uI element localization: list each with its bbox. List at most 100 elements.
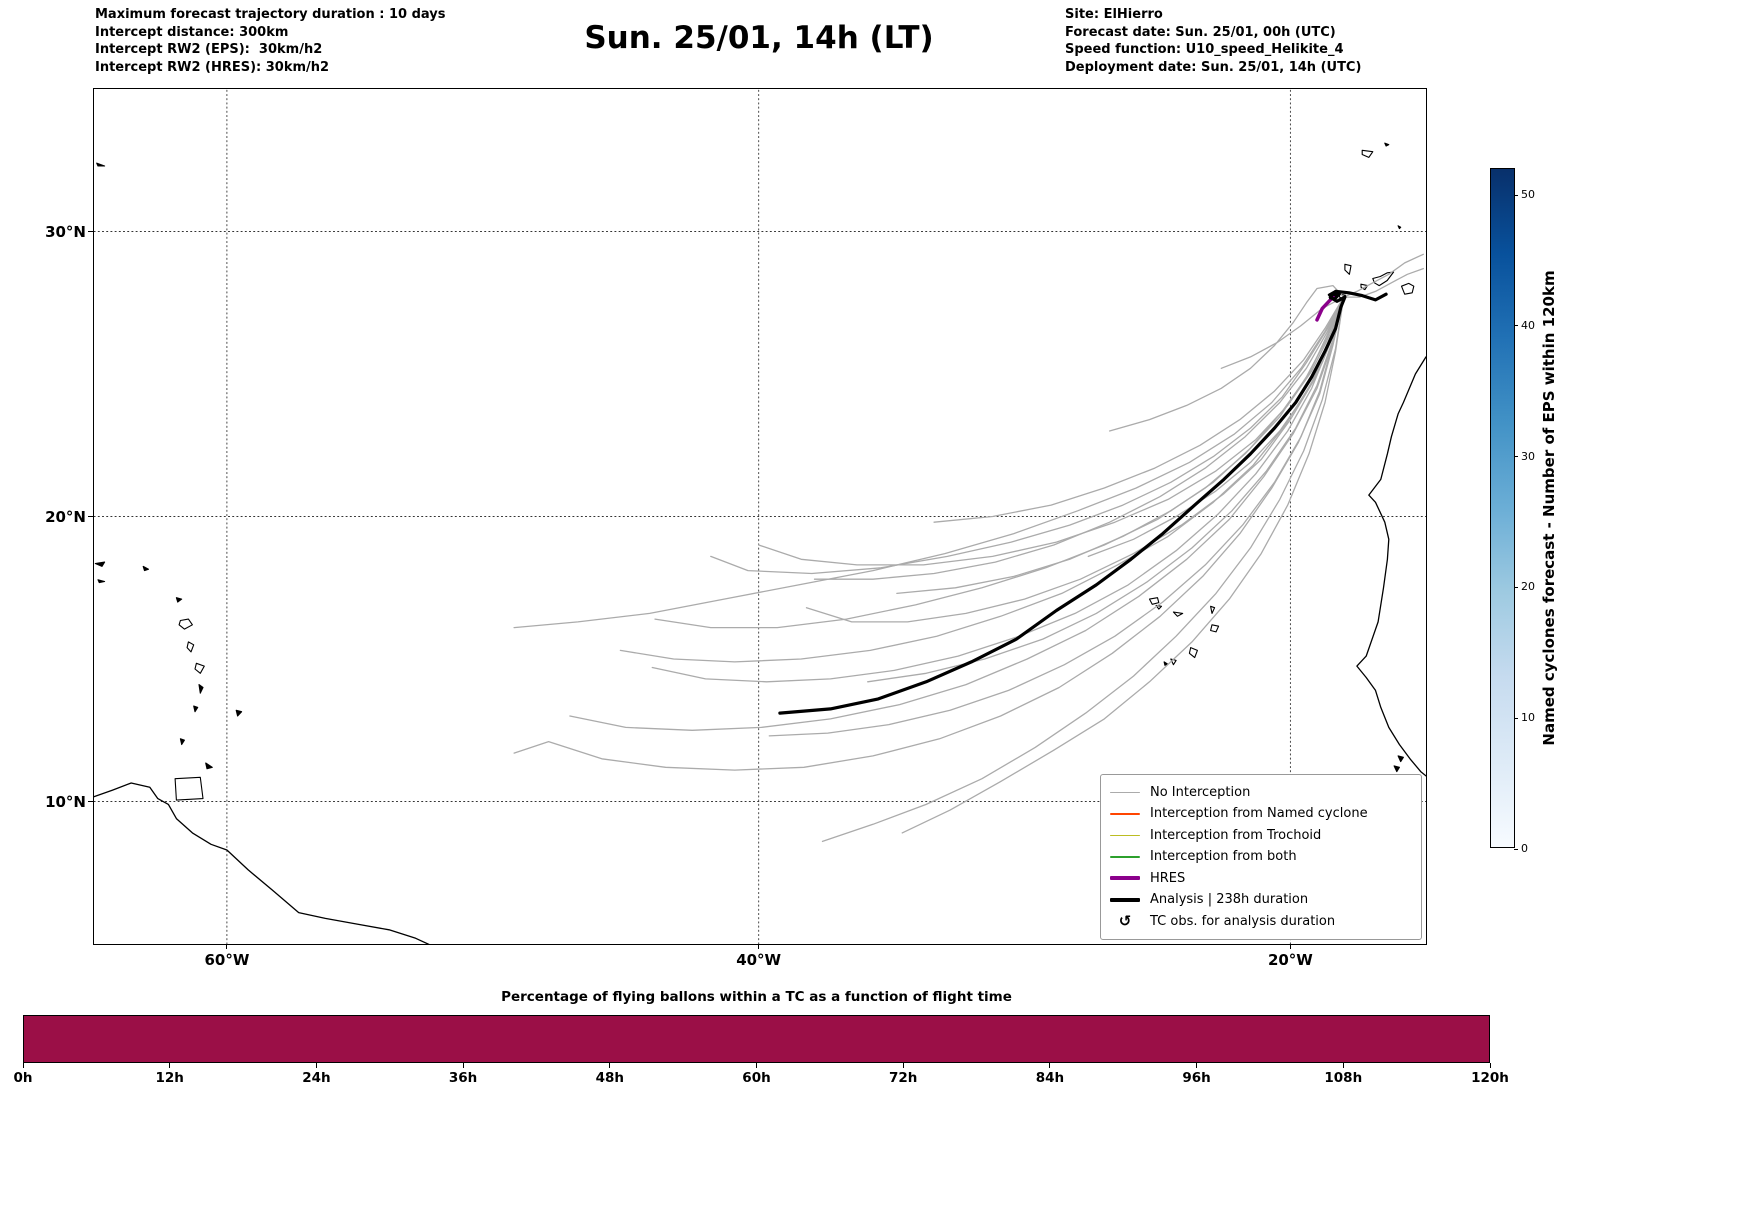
y-tick-mark [88,516,93,517]
trajectory-no-interception-1 [758,296,1345,566]
island-trinidad [174,776,204,801]
strip-tick-mark [1342,1063,1344,1068]
tc-obs-marker: ↺ [1118,911,1132,930]
strip-tick-label-60h: 60h [742,1070,771,1086]
island-st-vincent [193,705,199,713]
header-left-line-2: Intercept RW2 (EPS): 30km/h2 [95,42,323,57]
island-cv-boa-vista [1210,624,1220,633]
island-anguilla [142,565,150,572]
y-tick-mark [88,801,93,802]
trajectory-no-interception-7 [821,296,1345,843]
map-area: No Interception Interception from Named c… [45,88,1427,969]
colorbar-tick-mark [1514,717,1518,719]
colorbar-tick-50: 50 [1521,188,1535,202]
island-barbados [235,709,243,717]
x-tick-mark [1289,944,1291,949]
strip-tick-mark [1489,1063,1491,1068]
strip-tick-mark [462,1063,464,1068]
legend-label-6: TC obs. for analysis duration [1150,913,1336,929]
colorbar-tick-40: 40 [1521,318,1535,332]
trajectory-no-interception-10 [933,296,1345,523]
island-cv-sal [1210,605,1216,614]
colorbar-tick-10: 10 [1521,711,1535,725]
colorbar-tick-0: 0 [1521,842,1528,855]
island-cv-sao-vicente [1155,604,1163,610]
trajectory-hres-0 [1315,292,1341,322]
y-tick-mark [88,231,93,232]
trajectory-no-interception-13 [1342,267,1424,298]
trajectory-no-interception-17 [651,296,1345,683]
island-la-gomera [1360,283,1369,291]
strip-tick-mark [1049,1063,1051,1068]
legend-item-1: Interception from Named cyclone [1110,803,1412,825]
island-cv-santo-antao [1148,597,1160,605]
header-right-line-0: Site: ElHierro [1065,7,1163,22]
hres-line [1110,876,1140,881]
island-grenada [179,738,185,746]
strip-tick-label-108h: 108h [1324,1070,1363,1086]
strip-bar [24,1016,1489,1062]
legend-item-0: No Interception [1110,782,1412,804]
x-tick-label-40°W: 40°W [736,951,782,969]
strip-tick-label-12h: 12h [155,1070,184,1086]
trajectory-tc-obs-for-analysis-duration-0 [1327,290,1341,300]
colorbar-tick-mark [1514,456,1518,458]
strip-tick-label-96h: 96h [1182,1070,1211,1086]
legend-label-0: No Interception [1150,784,1251,800]
figure-title: Sun. 25/01, 14h (LT) [584,20,934,56]
colorbar-gradient [1491,169,1514,847]
header-right-line-2: Speed function: U10_speed_Helikite_4 [1065,42,1344,57]
trajectory-no-interception-12 [1342,253,1424,298]
trajectory-no-interception-8 [901,296,1345,834]
legend-label-2: Interception from Trochoid [1150,827,1322,843]
header-right-line-1: Forecast date: Sun. 25/01, 00h (UTC) [1065,24,1336,40]
strip-tick-mark [22,1063,24,1068]
legend-label-1: Interception from Named cyclone [1150,806,1368,822]
colorbar-tick-mark [1514,586,1518,588]
header-left-line-0: Maximum forecast trajectory duration : 1… [95,7,446,22]
x-tick-mark [226,944,228,949]
strip-tick-label-120h: 120h [1471,1070,1509,1086]
strip-tick-mark [315,1063,317,1068]
trajectory-no-interception-9 [896,296,1345,595]
island-antigua [175,597,183,603]
island-martinique [194,662,205,674]
island-madeira [1361,149,1374,158]
colorbar-tick-30: 30 [1521,449,1535,463]
strip-tick-label-24h: 24h [302,1070,331,1086]
no-interception-line [1110,791,1140,793]
island-tenerife [1372,271,1395,287]
strip-tick-label-72h: 72h [888,1070,918,1086]
legend-item-6: ↺ TC obs. for analysis duration [1110,911,1412,933]
legend-label-5: Analysis | 238h duration [1150,892,1309,908]
trochoid-line [1110,834,1140,836]
named-cyclone-line [1110,813,1140,815]
strip-tick-label-0h: 0h [13,1070,33,1086]
x-tick-label-20°W: 20°W [1267,951,1313,969]
coastline-africa-west-coast [1356,356,1426,777]
y-tick-label-30°N: 30°N [45,222,86,241]
trajectory-no-interception-16 [867,296,1345,683]
trajectory-no-interception-0 [710,296,1345,575]
island-guadeloupe [178,618,193,630]
strip-tick-mark [609,1063,611,1068]
legend-item-2: Interception from Trochoid [1110,825,1412,847]
colorbar-tick-mark [1514,848,1518,850]
legend-item-3: Interception from both [1110,846,1412,868]
strip-chart [23,1015,1490,1063]
colorbar-tick-mark [1514,194,1518,196]
island-dominica [186,641,195,653]
colorbar: 0 10 20 30 40 50 [1490,168,1535,855]
colorbar-tick-20: 20 [1521,580,1535,594]
x-tick-mark [758,944,760,949]
both-line [1110,856,1140,858]
trajectory-no-interception-11 [805,296,1345,623]
y-tick-label-20°N: 20°N [45,507,86,526]
coastline-south-america-coast [94,782,430,944]
analysis-line [1110,897,1140,902]
trajectory-no-interception-19 [768,296,1345,737]
strip-tick-mark [1196,1063,1198,1068]
strip-tick-label-36h: 36h [448,1070,478,1086]
header-left-line-1: Intercept distance: 300km [95,24,289,40]
strip-tick-mark [756,1063,757,1068]
